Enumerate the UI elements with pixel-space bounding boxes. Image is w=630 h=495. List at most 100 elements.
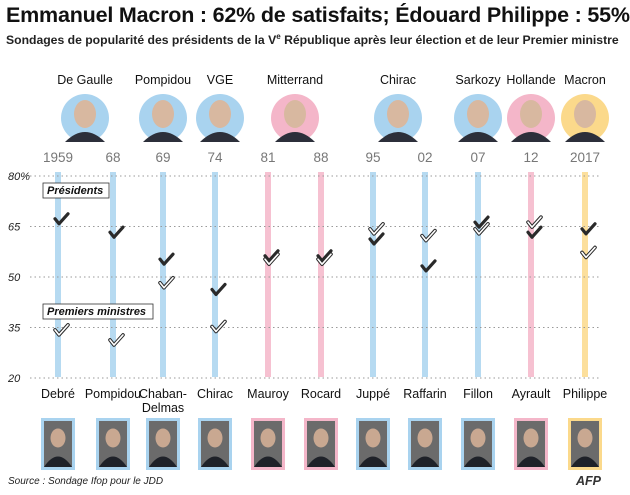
check-marks (53, 212, 597, 347)
president-suit (565, 132, 605, 142)
president-face (467, 100, 489, 128)
source-note: Source : Sondage Ifop pour le JDD (8, 476, 164, 487)
pm-suit (359, 456, 387, 467)
year-label: 1959 (43, 150, 73, 165)
camp-bar-1 (55, 172, 61, 377)
year-label: 81 (260, 150, 275, 165)
pm-suit (149, 456, 177, 467)
pm-face (470, 428, 486, 448)
afp-logo: AFP (576, 474, 601, 488)
pm-face (207, 428, 223, 448)
year-label: 68 (105, 150, 120, 165)
subtitle-rest: République après leur élection et de leu… (280, 33, 619, 48)
pm-suit (517, 456, 545, 467)
portraits (41, 94, 609, 470)
president-face (574, 100, 596, 128)
pm-name: Chaban- (139, 387, 187, 401)
legend-prime-ministers-box (42, 303, 154, 320)
president-mark (580, 222, 597, 236)
y-axis: 80% 65 50 35 20 (7, 171, 600, 385)
president-face (74, 100, 96, 128)
pm-mark (369, 223, 384, 235)
year-label: 2017 (570, 150, 600, 165)
camp-bar-2 (110, 172, 116, 377)
president-suit (458, 132, 498, 142)
pm-face (365, 428, 381, 448)
y-tick-label: 35 (8, 323, 21, 335)
pm-name: Delmas (142, 401, 184, 415)
president-mark (263, 249, 280, 263)
pm-name: Ayrault (512, 387, 551, 401)
president-suit (200, 132, 240, 142)
pm-mark (264, 253, 279, 265)
president-suit (511, 132, 551, 142)
president-suit (275, 132, 315, 142)
camp-bar-3 (160, 172, 166, 377)
pm-name: Philippe (563, 387, 608, 401)
president-mark (316, 249, 333, 263)
president-suit (378, 132, 418, 142)
president-name: VGE (207, 73, 233, 87)
camp-bar-5 (265, 172, 271, 377)
president-suit (143, 132, 183, 142)
camp-bar-6 (318, 172, 324, 377)
pm-suit (44, 456, 72, 467)
pm-face (105, 428, 121, 448)
pm-mark (421, 229, 436, 242)
pm-mark (211, 320, 226, 333)
president-mark (53, 212, 70, 226)
y-tick-label: 20 (7, 373, 21, 385)
pm-suit (411, 456, 439, 467)
pm-mark (527, 216, 542, 228)
pm-mark (159, 276, 174, 289)
pm-name: Juppé (356, 387, 390, 401)
y-tick-label: 80% (8, 171, 30, 183)
president-face (387, 100, 409, 128)
year-label: 95 (365, 150, 380, 165)
pm-name: Chirac (197, 387, 233, 401)
pm-mark (317, 253, 332, 265)
year-label: 69 (155, 150, 170, 165)
pm-face (50, 428, 66, 448)
president-face (284, 100, 306, 128)
camp-bar-10 (528, 172, 534, 377)
year-label: 02 (417, 150, 432, 165)
pm-face (260, 428, 276, 448)
pm-suit (201, 456, 229, 467)
pm-mark (54, 324, 69, 336)
president-mark (108, 225, 125, 239)
camp-bars (55, 172, 588, 377)
pm-face (577, 428, 593, 448)
president-mark (158, 252, 175, 266)
year-label: 12 (523, 150, 538, 165)
chart-title: Emmanuel Macron : 62% de satisfaits; Édo… (6, 3, 630, 27)
year-label: 88 (313, 150, 328, 165)
pm-mark (474, 223, 489, 235)
chart-subtitle: Sondages de popularité des présidents de… (6, 32, 619, 47)
y-tick-label: 50 (8, 272, 21, 284)
camp-bar-11 (582, 172, 588, 377)
pm-face (523, 428, 539, 448)
legend-presidents-label: Présidents (47, 185, 103, 197)
camp-bar-8 (422, 172, 428, 377)
president-name: Hollande (506, 73, 555, 87)
pm-mark (581, 246, 596, 259)
pm-suit (99, 456, 127, 467)
president-mark (473, 215, 490, 229)
president-name: Chirac (380, 73, 416, 87)
pm-suit (254, 456, 282, 467)
president-name: Sarkozy (455, 73, 501, 87)
pm-face (417, 428, 433, 448)
pm-name: Raffarin (403, 387, 447, 401)
pm-mark (109, 334, 124, 346)
pm-suit (571, 456, 599, 467)
year-label: 74 (207, 150, 223, 165)
president-name: De Gaulle (57, 73, 113, 87)
pm-suit (307, 456, 335, 467)
president-name: Macron (564, 73, 606, 87)
president-mark (368, 232, 385, 246)
y-tick-label: 65 (8, 222, 21, 234)
subtitle-superscript: e (276, 32, 281, 41)
legend: Présidents Premiers ministres (42, 182, 154, 320)
pm-name: Pompidou (85, 387, 141, 401)
